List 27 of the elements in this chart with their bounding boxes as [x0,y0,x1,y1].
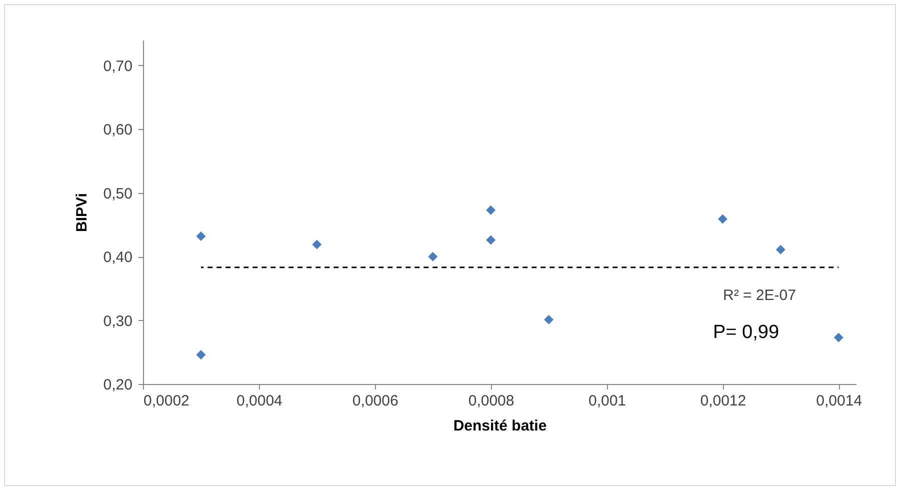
point [312,240,322,250]
point [486,235,496,245]
x-tick-label: 0,0008 [468,392,514,410]
x-tick-label: 0,0014 [816,392,862,410]
x-tick-label: 0,0006 [352,392,398,410]
point [428,252,438,262]
y-tick-label: 0,40 [103,249,132,266]
y-tick-label: 0,70 [103,58,132,75]
y-tick-label: 0,20 [103,376,132,394]
x-tick-label: 0,001 [588,392,626,410]
point [196,350,206,360]
x-tick-label: 0,0004 [236,392,282,410]
x-axis-title: Densité batie [453,418,547,434]
point [776,244,786,254]
annotation: R² = 2E-07 [723,287,796,304]
point [544,314,554,324]
x-tick-label: 0,0002 [144,392,190,410]
annotation: P= 0,99 [713,322,780,343]
y-tick-label: 0,30 [103,312,132,330]
point [196,231,206,241]
y-axis-title: BIPVi [73,193,90,232]
point [718,214,728,224]
x-tick-label: 0,0012 [700,392,746,410]
y-tick-label: 0,60 [103,122,132,139]
point [834,332,844,342]
point [486,205,496,215]
y-tick-label: 0,50 [103,185,132,202]
